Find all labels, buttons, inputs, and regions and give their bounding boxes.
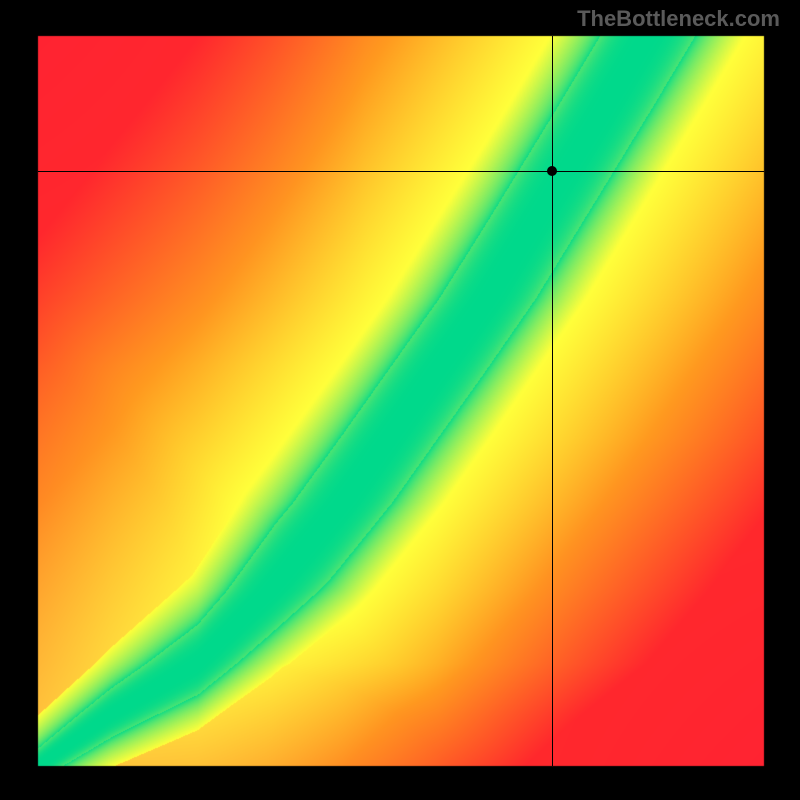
crosshair-vertical xyxy=(552,36,553,766)
chart-container: TheBottleneck.com xyxy=(0,0,800,800)
crosshair-horizontal xyxy=(38,171,764,172)
crosshair-point xyxy=(547,166,557,176)
heatmap-canvas xyxy=(0,0,800,800)
watermark-text: TheBottleneck.com xyxy=(577,6,780,32)
